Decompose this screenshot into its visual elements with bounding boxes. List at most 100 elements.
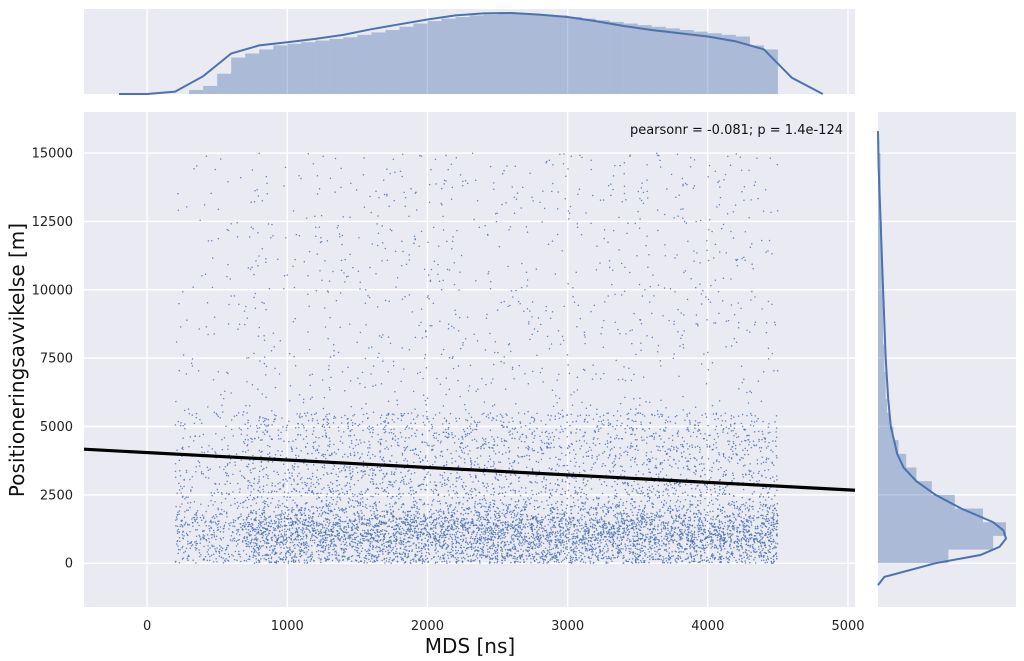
- scatter-point: [191, 365, 194, 367]
- scatter-point: [683, 440, 685, 442]
- scatter-point: [500, 438, 503, 440]
- scatter-point: [511, 534, 513, 537]
- scatter-point: [455, 552, 457, 555]
- scatter-point: [384, 430, 387, 433]
- scatter-point: [434, 488, 436, 490]
- scatter-point: [739, 156, 742, 158]
- scatter-point: [693, 546, 696, 548]
- scatter-point: [195, 540, 198, 543]
- scatter-point: [464, 446, 467, 448]
- scatter-point: [724, 420, 727, 422]
- scatter-point: [310, 478, 312, 481]
- scatter-point: [247, 463, 250, 465]
- scatter-point: [691, 560, 693, 562]
- scatter-point: [464, 541, 467, 544]
- scatter-point: [691, 535, 694, 537]
- scatter-point: [414, 448, 417, 451]
- scatter-point: [529, 541, 531, 543]
- scatter-point: [684, 457, 687, 459]
- scatter-point: [566, 548, 569, 551]
- scatter-point: [427, 545, 430, 547]
- scatter-point: [625, 198, 627, 201]
- scatter-point: [479, 547, 482, 550]
- scatter-point: [432, 434, 435, 437]
- scatter-point: [380, 414, 383, 416]
- scatter-point: [493, 527, 496, 529]
- scatter-point: [563, 305, 565, 307]
- scatter-point: [477, 421, 479, 424]
- scatter-point: [666, 561, 669, 564]
- scatter-point: [252, 459, 255, 462]
- scatter-point: [639, 397, 641, 399]
- scatter-point: [642, 473, 644, 475]
- scatter-point: [649, 558, 651, 561]
- scatter-point: [611, 549, 613, 552]
- scatter-point: [328, 486, 330, 489]
- scatter-point: [177, 420, 180, 423]
- scatter-point: [247, 487, 249, 489]
- scatter-point: [765, 476, 767, 479]
- scatter-point: [322, 423, 324, 426]
- scatter-point: [245, 528, 247, 530]
- scatter-point: [423, 513, 425, 516]
- scatter-point: [554, 418, 557, 420]
- scatter-point: [290, 560, 293, 563]
- scatter-point: [746, 507, 749, 509]
- scatter-point: [222, 557, 224, 559]
- scatter-point: [424, 545, 427, 547]
- scatter-point: [445, 560, 448, 562]
- scatter-point: [733, 477, 735, 480]
- scatter-point: [653, 295, 655, 297]
- scatter-point: [605, 543, 608, 545]
- scatter-point: [211, 536, 213, 539]
- scatter-point: [324, 547, 327, 550]
- scatter-point: [322, 538, 324, 541]
- scatter-point: [719, 196, 722, 199]
- scatter-point: [386, 495, 389, 498]
- scatter-point: [452, 556, 455, 558]
- scatter-point: [339, 326, 341, 328]
- scatter-point: [717, 435, 720, 438]
- scatter-point: [249, 530, 252, 532]
- scatter-point: [506, 165, 508, 167]
- scatter-point: [611, 544, 614, 546]
- scatter-point: [463, 452, 466, 454]
- scatter-point: [477, 388, 479, 390]
- scatter-point: [295, 454, 297, 456]
- scatter-point: [742, 520, 744, 523]
- scatter-point: [713, 438, 716, 441]
- scatter-point: [517, 561, 519, 563]
- scatter-point: [501, 487, 503, 489]
- scatter-point: [245, 545, 248, 548]
- scatter-point: [281, 525, 284, 528]
- scatter-point: [699, 219, 702, 222]
- scatter-point: [354, 444, 357, 447]
- scatter-point: [467, 543, 469, 546]
- scatter-point: [647, 533, 649, 535]
- scatter-point: [375, 546, 377, 549]
- scatter-point: [607, 501, 610, 504]
- scatter-point: [583, 515, 586, 518]
- scatter-point: [415, 525, 417, 528]
- scatter-point: [470, 462, 473, 464]
- scatter-point: [618, 501, 620, 504]
- scatter-point: [305, 484, 308, 487]
- scatter-point: [358, 519, 361, 521]
- scatter-point: [512, 510, 515, 512]
- scatter-point: [718, 504, 721, 506]
- scatter-point: [447, 546, 449, 548]
- scatter-point: [353, 434, 356, 436]
- scatter-point: [207, 240, 210, 242]
- scatter-point: [644, 504, 646, 507]
- scatter-point: [573, 301, 576, 304]
- scatter-point: [592, 442, 595, 444]
- scatter-point: [636, 535, 639, 538]
- scatter-point: [270, 556, 273, 558]
- scatter-point: [216, 414, 218, 416]
- scatter-point: [741, 496, 744, 499]
- scatter-point: [394, 556, 397, 558]
- scatter-point: [554, 543, 556, 546]
- scatter-point: [663, 459, 666, 462]
- scatter-point: [328, 437, 331, 439]
- scatter-point: [626, 446, 629, 448]
